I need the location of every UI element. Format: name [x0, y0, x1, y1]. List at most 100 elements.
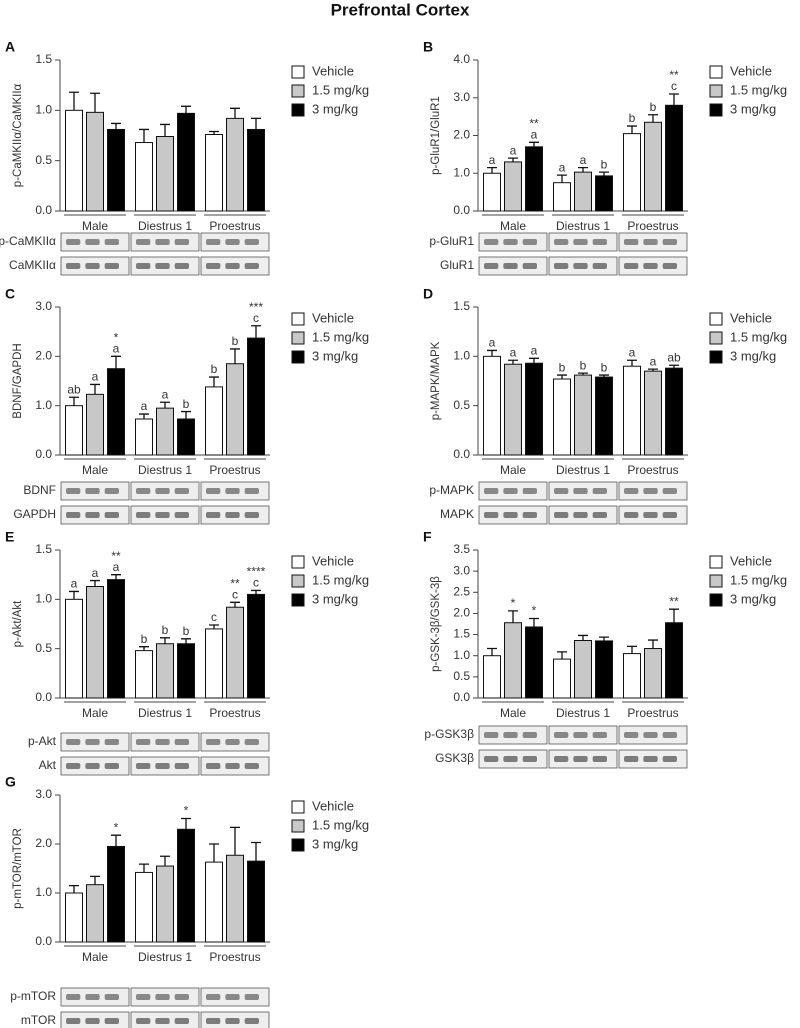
- bar: [595, 175, 613, 212]
- error-bar: [557, 174, 567, 183]
- blot-band: [174, 263, 189, 269]
- error-bar: [69, 91, 79, 111]
- bar: [107, 845, 125, 943]
- bar: [665, 104, 683, 212]
- legend-label: 3 mg/kg: [312, 101, 358, 116]
- blot-band: [624, 732, 639, 738]
- significance-label: b: [629, 111, 636, 125]
- y-tick-label: 0.0: [35, 690, 52, 704]
- legend-swatch: [709, 593, 723, 607]
- blot-band: [104, 512, 119, 518]
- blot-band: [592, 239, 607, 245]
- significance-label: b: [232, 334, 239, 348]
- blot-band: [206, 512, 221, 518]
- bar: [247, 128, 265, 212]
- error-bar: [139, 128, 149, 143]
- panel-letter: G: [5, 774, 16, 790]
- bar: [65, 598, 83, 699]
- legend-label: 1.5 mg/kg: [312, 572, 369, 587]
- blot-band: [643, 756, 658, 762]
- blot-band: [484, 512, 499, 518]
- error-bar: [627, 645, 637, 654]
- blot-band: [662, 732, 677, 738]
- error-bar: [627, 359, 637, 367]
- y-tick-label: 1.0: [35, 398, 52, 412]
- significance-label: **: [669, 68, 679, 82]
- legend-label: Vehicle: [730, 310, 772, 325]
- error-bar: [209, 376, 219, 387]
- blot-band: [85, 1018, 100, 1024]
- bar: [156, 643, 174, 699]
- blot-band: [522, 488, 537, 494]
- bar: [86, 393, 104, 456]
- error-bar: [251, 325, 261, 339]
- blot-band: [484, 488, 499, 494]
- significance-label: b: [601, 360, 608, 374]
- x-tick-label: Male: [82, 706, 108, 720]
- legend-swatch: [291, 312, 305, 326]
- error-bar: [181, 817, 191, 830]
- significance-label: c: [211, 610, 217, 624]
- error-bar: [209, 624, 219, 629]
- blot-band: [573, 732, 588, 738]
- significance-label: a: [531, 127, 538, 141]
- blot-band: [244, 739, 259, 745]
- y-tick-label: 0.0: [453, 690, 470, 704]
- legend-swatch: [291, 593, 305, 607]
- x-tick-label: Proestrus: [627, 706, 678, 720]
- blot-label: CaMKIIα: [9, 258, 56, 272]
- blot-label: p-GSK3β: [424, 727, 474, 741]
- y-tick-label: 1.5: [35, 52, 52, 66]
- significance-label: a: [71, 577, 78, 591]
- blot-band: [136, 239, 151, 245]
- error-bar: [181, 105, 191, 114]
- bar: [553, 378, 571, 456]
- error-bar: [508, 359, 518, 365]
- bar: [205, 628, 223, 699]
- bar: [65, 405, 83, 456]
- error-bar: [139, 646, 149, 651]
- bar: [65, 109, 83, 212]
- bar: [177, 643, 195, 699]
- error-bar: [599, 374, 609, 378]
- error-bar: [669, 608, 679, 623]
- significance-label: **: [230, 576, 240, 590]
- significance-label: b: [141, 632, 148, 646]
- bar: [574, 171, 592, 212]
- error-bar: [111, 355, 121, 369]
- y-tick-label: 1.5: [453, 299, 470, 313]
- error-bar: [529, 357, 539, 364]
- blot-band: [104, 488, 119, 494]
- error-bar: [160, 401, 170, 409]
- blot-band: [643, 732, 658, 738]
- blot-band: [206, 488, 221, 494]
- legend-swatch: [291, 103, 305, 117]
- blot-band: [592, 756, 607, 762]
- error-bar: [181, 410, 191, 419]
- bar: [65, 892, 83, 943]
- blot-band: [592, 512, 607, 518]
- y-tick-label: 3.5: [453, 542, 470, 556]
- bar: [226, 117, 244, 212]
- panel-letter: E: [5, 529, 14, 545]
- significance-label: b: [650, 100, 657, 114]
- blot-band: [573, 512, 588, 518]
- legend-label: Vehicle: [730, 553, 772, 568]
- error-bar: [251, 589, 261, 595]
- error-bar: [529, 617, 539, 627]
- blot-band: [206, 239, 221, 245]
- blot-band: [136, 994, 151, 1000]
- bar: [86, 884, 104, 943]
- y-tick-label: 1.0: [453, 165, 470, 179]
- blot-label: GluR1: [440, 258, 474, 272]
- blot-label: p-CaMKIIα: [0, 234, 56, 248]
- error-bar: [599, 171, 609, 176]
- blot-band: [155, 1018, 170, 1024]
- blot-band: [104, 994, 119, 1000]
- error-bar: [648, 639, 658, 649]
- blot-band: [503, 239, 518, 245]
- significance-label: *: [114, 331, 119, 345]
- bar: [226, 363, 244, 456]
- blot-label: Akt: [39, 758, 57, 772]
